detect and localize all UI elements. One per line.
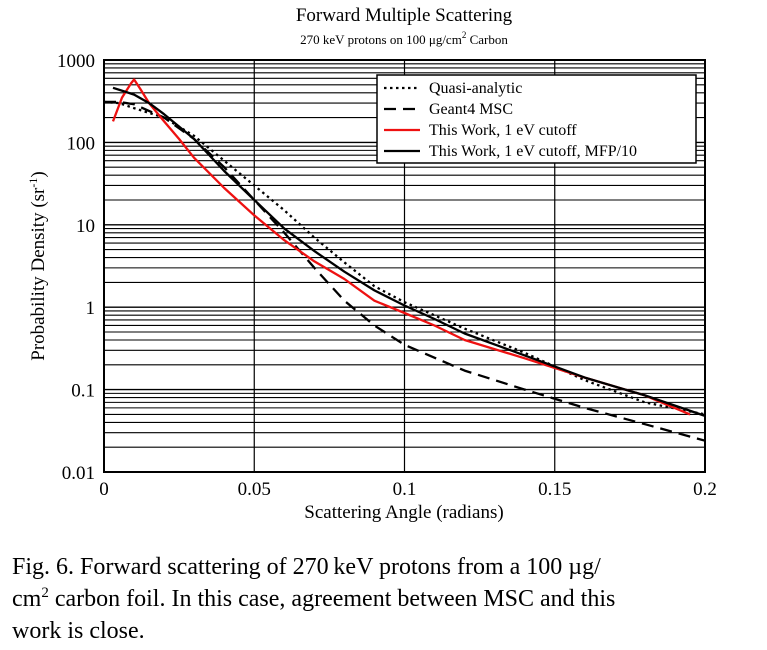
y-tick-label: 1 [86, 298, 96, 319]
series-line-this-work-1-ev-cutoff [111, 78, 691, 416]
caption-sup: 2 [41, 585, 49, 601]
chart: Forward Multiple Scattering 270 keV prot… [26, 5, 717, 523]
subtitle-sup: 2 [462, 30, 467, 40]
series-line-geant4-msc [104, 100, 706, 442]
subtitle-unit: g/cm [436, 32, 462, 47]
x-tick-label: 0 [99, 479, 109, 500]
caption-line-2-rest: carbon foil. In this case, agreement bet… [48, 586, 616, 612]
legend-label: This Work, 1 eV cutoff [429, 122, 577, 139]
chart-title: Forward Multiple Scattering [296, 5, 513, 26]
x-tick-label: 0.2 [693, 479, 717, 500]
plot-frame [103, 59, 706, 473]
chart-subtitle: 270 keV protons on 100 μg/cm2 Carbon [300, 30, 508, 47]
x-tick-label: 0.1 [393, 479, 417, 500]
legend-box [376, 74, 697, 164]
ticks: 0 0.05 0.1 0.15 0.2 0.01 0.1 1 10 100 1000 [57, 51, 717, 500]
y-axis-label-close: ) [28, 171, 49, 177]
y-axis-label-sup: -1 [26, 178, 40, 188]
figure-caption: Fig. 6. Forward scattering of 270 keV pr… [12, 551, 752, 647]
x-tick-label: 0.15 [538, 479, 571, 500]
legend: Quasi-analytic Geant4 MSC This Work, 1 eV … [376, 74, 697, 164]
y-tick-label: 0.01 [62, 463, 95, 484]
series-lines [103, 78, 706, 442]
x-axis-label: Scattering Angle (radians) [304, 502, 503, 523]
y-tick-label: 0.1 [71, 381, 95, 402]
subtitle-prefix: 270 keV protons on 100 [300, 32, 429, 47]
caption-line-2: cm2 carbon foil. In this case, agreement… [12, 583, 752, 615]
subtitle-suffix: Carbon [466, 32, 508, 47]
subtitle-mu: μ [429, 32, 436, 47]
y-tick-label: 100 [67, 133, 96, 154]
y-axis-label: Probability Density (sr-1) [26, 171, 49, 360]
caption-line-1: Fig. 6. Forward scattering of 270 keV pr… [12, 554, 601, 580]
y-tick-label: 10 [76, 216, 95, 237]
legend-label: Quasi-analytic [429, 80, 522, 97]
legend-label: This Work, 1 eV cutoff, MFP/10 [429, 143, 637, 160]
caption-cm: cm [12, 586, 42, 612]
series-line-this-work-1-ev-cutoff-mfp-10 [112, 86, 706, 417]
x-tick-label: 0.05 [238, 479, 271, 500]
legend-label: Geant4 MSC [429, 101, 513, 118]
y-tick-label: 1000 [57, 51, 95, 72]
caption-line-3: work is close. [12, 618, 145, 644]
y-axis-label-main: Probability Density (sr [28, 187, 49, 361]
